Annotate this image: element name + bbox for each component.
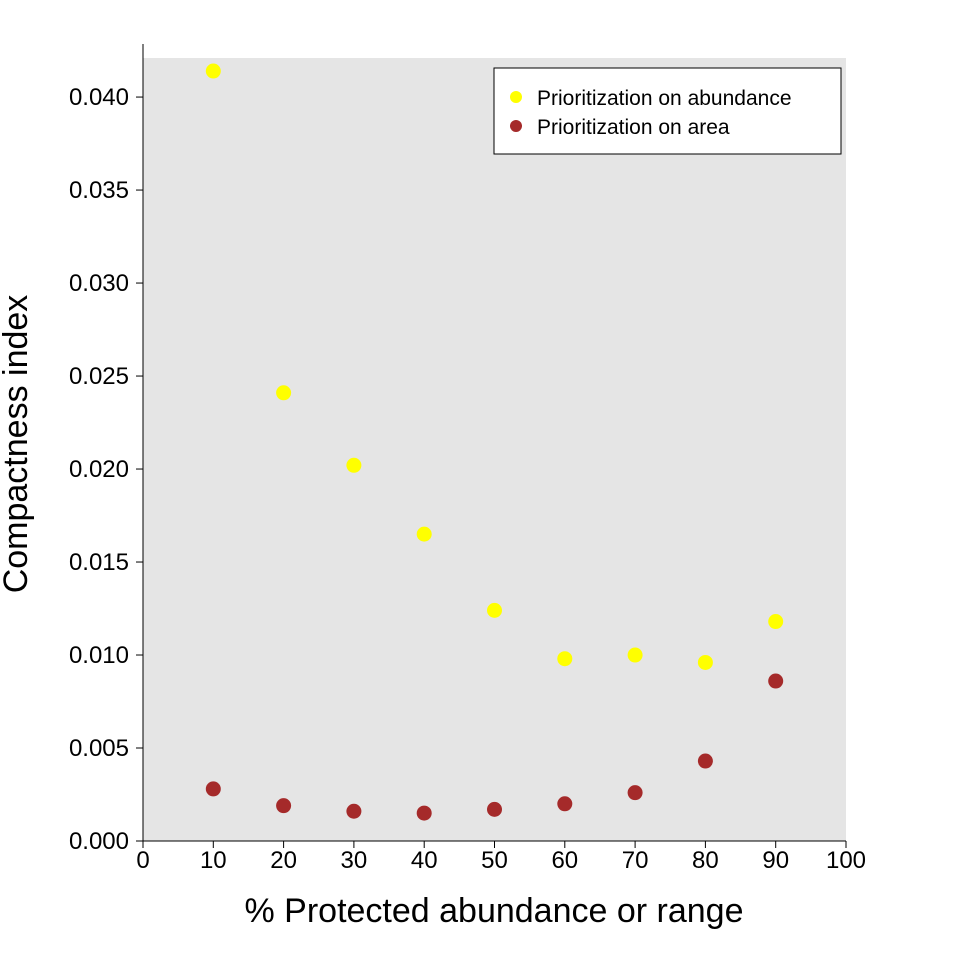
point-area bbox=[416, 805, 432, 821]
x-tick-label: 60 bbox=[551, 847, 578, 874]
point-area bbox=[487, 801, 502, 817]
y-tick-label: 0.025 bbox=[69, 363, 129, 390]
point-abundance bbox=[697, 654, 713, 670]
point-abundance bbox=[346, 457, 362, 473]
x-tick-label: 30 bbox=[341, 847, 368, 874]
legend-marker-area bbox=[510, 120, 522, 132]
x-tick-label: 0 bbox=[136, 847, 149, 874]
point-abundance bbox=[205, 63, 221, 79]
y-axis-title: Compactness index bbox=[0, 295, 35, 594]
point-area bbox=[697, 753, 713, 769]
x-tick-label: 40 bbox=[411, 847, 438, 874]
point-abundance bbox=[557, 651, 573, 667]
point-area bbox=[768, 673, 784, 689]
plot-panel bbox=[143, 58, 846, 841]
data-points bbox=[205, 63, 784, 821]
x-tick-label: 70 bbox=[622, 847, 649, 874]
y-axis-ticks: 0.000 0.005 0.010 0.015 0.020 0.025 0.030 0.035… bbox=[69, 84, 143, 855]
legend-box bbox=[493, 67, 842, 155]
y-tick-label: 0.030 bbox=[69, 270, 129, 297]
point-abundance bbox=[768, 614, 784, 630]
point-abundance bbox=[416, 526, 432, 542]
point-abundance bbox=[627, 647, 643, 663]
point-abundance bbox=[276, 385, 292, 401]
x-tick-label: 50 bbox=[481, 847, 508, 874]
y-tick-label: 0.010 bbox=[69, 642, 129, 669]
point-area bbox=[627, 785, 643, 801]
point-area bbox=[557, 796, 573, 812]
y-tick-label: 0.020 bbox=[69, 456, 129, 483]
y-tick-label: 0.000 bbox=[69, 828, 129, 855]
x-tick-label: 100 bbox=[826, 847, 866, 874]
legend-label-abundance: Prioritization on abundance bbox=[537, 87, 792, 110]
x-tick-label: 80 bbox=[692, 847, 719, 874]
legend-label-area: Prioritization on area bbox=[537, 116, 730, 139]
y-tick-label: 0.005 bbox=[69, 735, 129, 762]
y-tick-label: 0.035 bbox=[69, 177, 129, 204]
point-area bbox=[205, 781, 221, 797]
y-tick-label: 0.040 bbox=[69, 84, 129, 111]
y-tick-label: 0.015 bbox=[69, 549, 129, 576]
x-axis-ticks: 0 10 20 30 40 50 60 70 80 90 100 bbox=[136, 841, 866, 874]
point-area bbox=[346, 803, 362, 819]
x-tick-label: 10 bbox=[200, 847, 227, 874]
x-tick-label: 90 bbox=[762, 847, 789, 874]
point-abundance bbox=[487, 602, 502, 618]
legend-marker-abundance bbox=[510, 91, 522, 103]
x-axis-title: % Protected abundance or range bbox=[244, 892, 743, 930]
legend: Prioritization on abundance Prioritizati… bbox=[493, 67, 842, 155]
x-tick-label: 20 bbox=[270, 847, 297, 874]
point-area bbox=[276, 798, 292, 814]
